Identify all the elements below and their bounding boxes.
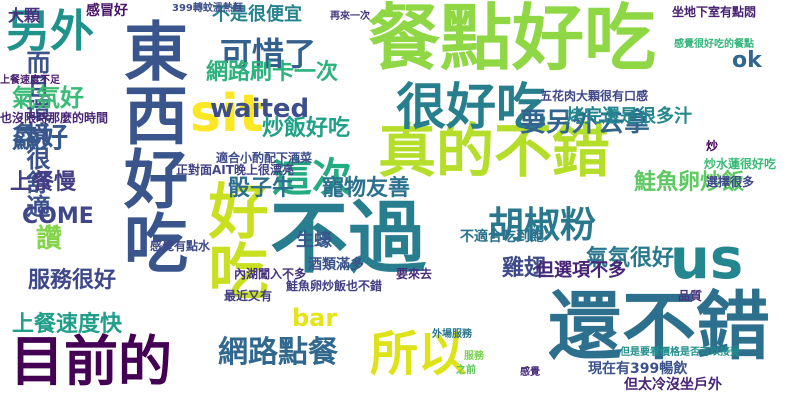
cloud-word: 不過 (270, 194, 427, 284)
cloud-word: 外場服務 (432, 329, 472, 340)
cloud-word: 大顆 (8, 6, 41, 25)
cloud-word: 寵物友善 (322, 176, 411, 201)
cloud-word: 所以 (370, 326, 467, 382)
cloud-word: 適合小酌配下酒菜 (216, 151, 313, 165)
cloud-word: 網路點餐 (218, 335, 338, 370)
cloud-word: 坐地下室有點悶 (672, 5, 757, 19)
cloud-word: 品質 (678, 289, 703, 303)
cloud-word: 讚 (36, 224, 63, 254)
cloud-word: 目前的 (10, 330, 172, 393)
cloud-word: COME (22, 204, 94, 229)
cloud-word: 胡椒粉 (488, 205, 597, 246)
cloud-word: 不適合吃到飽 (460, 229, 544, 245)
cloud-word: 另外 (6, 6, 94, 57)
cloud-word: 正對面AIT晚上很漂亮 (176, 163, 294, 177)
cloud-word: 真的不錯 (378, 117, 611, 185)
cloud-word: 酒類滿多 (308, 257, 364, 273)
cloud-word: 但是要看價格是否可以接受 (620, 347, 740, 358)
cloud-word: 服務 (464, 351, 484, 362)
cloud-word: 服務很好 (28, 268, 117, 293)
cloud-word: 五花肉大顆很有口感 (540, 89, 649, 103)
cloud-word: bar (292, 304, 338, 332)
cloud-word: 要來去 (396, 267, 433, 281)
cloud-word: 炒水蓮很好吃 (704, 157, 777, 171)
cloud-word: 感覺很好吃的餐點 (674, 39, 754, 50)
cloud-word: 骰子牛 (228, 176, 295, 201)
cloud-word: 生蠔 (296, 230, 332, 251)
cloud-word: 炒 (706, 139, 719, 153)
cloud-word: 上餐速度不足 (0, 75, 60, 86)
cloud-word: 現在有399暢飲 (588, 361, 688, 377)
cloud-word: sit (190, 84, 264, 144)
cloud-word: 之前 (456, 365, 476, 376)
cloud-word: 鮭魚卵炒飯也不錯 (286, 279, 383, 293)
cloud-word: 399轉蚊溫熱麵 (172, 3, 243, 14)
cloud-word: 上餐慢 (10, 170, 77, 195)
cloud-word: 鱻好 (12, 121, 69, 154)
cloud-word: 餐點好吃 (368, 0, 657, 80)
cloud-word: 感覺 (520, 367, 540, 378)
cloud-word: 而且環境很舒適 (22, 50, 50, 218)
cloud-word: 但選項不多 (536, 260, 626, 281)
cloud-word: 要另外去拿 (520, 108, 651, 138)
cloud-word: 鮭魚卵炒飯 (634, 170, 745, 195)
cloud-word: 內湖闖入不多 (234, 267, 307, 281)
cloud-word: 好吃 (198, 180, 268, 300)
cloud-word: 但太冷沒坐戶外 (624, 377, 722, 393)
cloud-word: 烤完還是很多汁 (566, 106, 692, 127)
cloud-word: 氣氛好 (12, 84, 84, 112)
cloud-word: 再來一次 (330, 11, 370, 22)
cloud-word: 這次 (272, 155, 352, 201)
cloud-word: 很好吃 (396, 78, 546, 136)
cloud-word: 感冒好 (86, 3, 128, 19)
cloud-word: 也沒限時那麼的時間 (0, 111, 109, 125)
cloud-word: 雞翅 (502, 256, 547, 281)
cloud-word: 選擇很多 (706, 175, 755, 189)
cloud-word: 炒飯好吃 (262, 116, 351, 141)
cloud-word: 可惜了 (220, 35, 317, 73)
cloud-word: 感覺有點水 (150, 239, 211, 253)
cloud-word: 上餐速度快 (12, 312, 123, 337)
cloud-word: 還不錯 (548, 284, 770, 370)
cloud-word: waited (210, 94, 310, 124)
cloud-word: us (670, 227, 744, 292)
cloud-word: ok (732, 48, 762, 73)
cloud-word: 氣氛很好 (586, 246, 675, 271)
cloud-word: 網路刷卡一次 (206, 60, 339, 85)
cloud-word: 最近又有 (224, 289, 273, 303)
cloud-word: 不是很便宜 (212, 4, 302, 25)
cloud-word: 東西好吃 (113, 18, 187, 274)
